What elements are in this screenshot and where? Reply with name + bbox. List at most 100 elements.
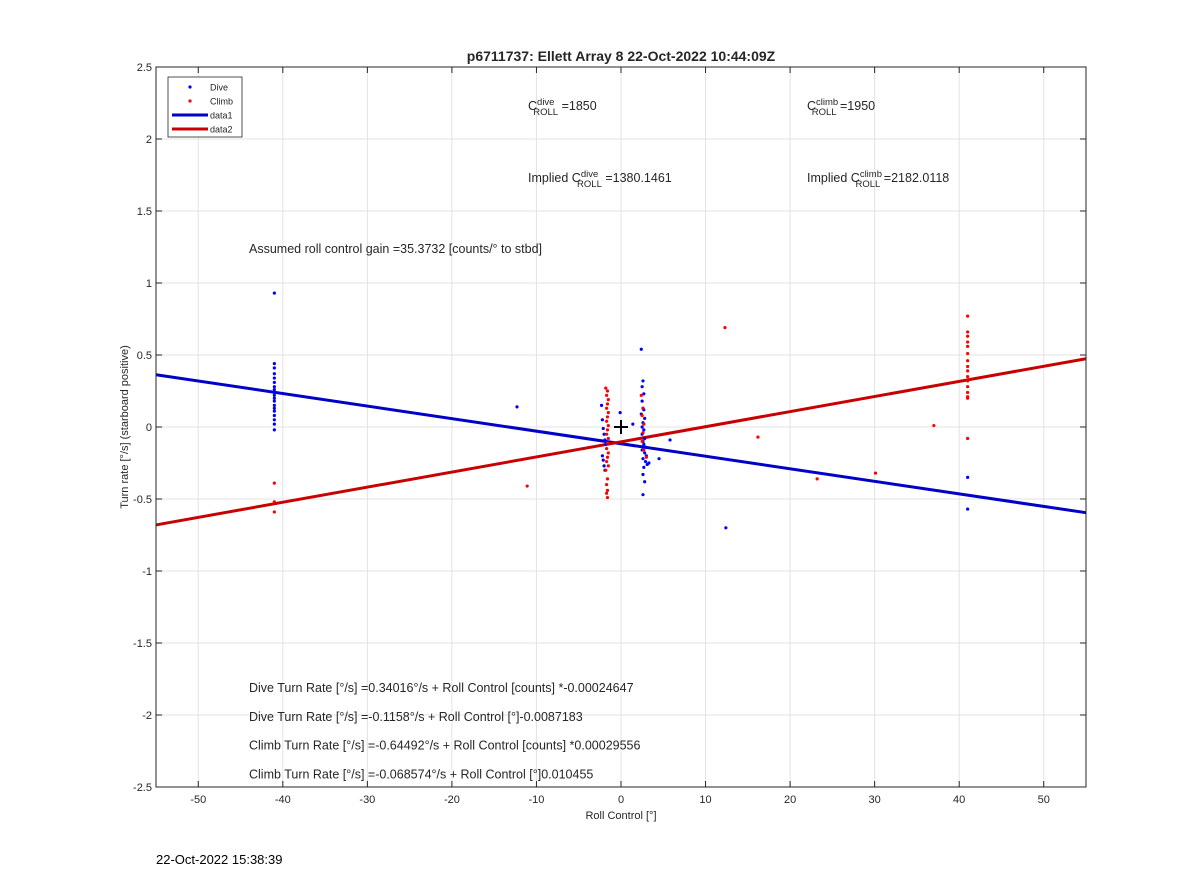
climb-point	[966, 330, 970, 334]
dive-point	[272, 403, 276, 407]
dive-point	[272, 399, 276, 403]
dive-point	[272, 376, 276, 380]
climb-point	[606, 436, 610, 441]
climb-point	[606, 423, 610, 428]
dive-point	[966, 475, 970, 479]
fit-line-data1	[155, 373, 1087, 515]
dive-point	[601, 458, 605, 462]
legend-entry-dive: Dive	[188, 83, 228, 93]
dive-point	[642, 465, 646, 469]
dive-point	[602, 432, 606, 436]
x-tick-label: -40	[275, 794, 291, 806]
legend-entry-data2: data2	[172, 125, 233, 135]
climb-point	[966, 436, 970, 441]
climb-point	[525, 484, 529, 488]
climb-point	[966, 314, 970, 318]
dive-point	[272, 385, 276, 389]
climb-point	[605, 419, 609, 423]
dive-point	[602, 464, 606, 468]
dive-point	[966, 507, 970, 511]
dive-point	[643, 459, 648, 464]
dive-point	[643, 445, 648, 449]
dive-point	[272, 390, 276, 395]
climb-point	[640, 439, 644, 443]
axis-ticks	[156, 66, 1086, 788]
legend-entry-climb: Climb	[188, 97, 233, 107]
dive-point	[643, 451, 647, 455]
climb-point	[966, 369, 970, 373]
x-tick-label: -30	[359, 794, 375, 806]
annotation-gain: Assumed roll control gain =35.3732 [coun…	[249, 242, 542, 256]
y-tick-label: 0	[146, 422, 152, 434]
climb-point	[642, 448, 646, 452]
annotation-eq2: Dive Turn Rate [°/s] =-0.1158°/s + Roll …	[249, 710, 583, 724]
dive-point	[641, 493, 645, 497]
legend-box	[167, 76, 243, 138]
climb-point	[605, 459, 609, 464]
x-tick-label: 0	[618, 794, 624, 806]
climb-point	[966, 340, 970, 344]
annotation-eq4: Climb Turn Rate [°/s] =-0.068574°/s + Ro…	[249, 767, 593, 781]
climb-point	[966, 379, 970, 383]
annotation-eq3: Climb Turn Rate [°/s] =-0.64492°/s + Rol…	[249, 739, 641, 753]
climb-point	[605, 483, 609, 487]
climb-point	[605, 455, 610, 459]
y-tick-label: -0.5	[133, 494, 152, 506]
dive-point	[601, 426, 605, 431]
climb-point	[723, 326, 727, 330]
legend-entry-data1: data1	[172, 111, 233, 121]
climb-point	[605, 402, 610, 406]
climb-point	[605, 406, 609, 410]
climb-point	[272, 481, 276, 485]
fit-line-data2	[155, 357, 1087, 527]
dive-point	[272, 362, 276, 366]
dive-point	[618, 411, 622, 415]
dive-point	[640, 425, 644, 429]
x-tick-label: -10	[529, 794, 545, 806]
dive-point	[657, 457, 661, 461]
dive-point	[640, 399, 644, 403]
climb-point	[873, 471, 878, 475]
climb-point	[966, 375, 970, 379]
dive-point	[272, 380, 276, 384]
climb-point	[966, 344, 970, 348]
climb-point	[606, 398, 610, 402]
y-tick-label: 1.5	[137, 206, 152, 218]
y-tick-label: -2	[142, 710, 152, 722]
climb-point	[605, 428, 610, 432]
legend-label: Dive	[210, 83, 228, 93]
y-tick-label: -2.5	[133, 782, 152, 794]
x-tick-label: 10	[699, 794, 711, 806]
dive-point	[272, 413, 276, 418]
dive-point	[600, 418, 605, 422]
climb-point	[932, 423, 936, 428]
dive-point	[272, 291, 276, 295]
climb-point	[644, 455, 648, 459]
annotations: Cdive ROLL =1850 Cclimb ROLL =1950 Implied C…	[249, 97, 949, 781]
climb-point	[606, 464, 610, 468]
x-tick-label: -50	[190, 794, 206, 806]
climb-point	[605, 495, 610, 500]
climb-point	[272, 510, 276, 514]
climb-point	[606, 411, 610, 415]
dive-point	[642, 392, 646, 396]
climb-point	[605, 415, 610, 419]
y-tick-label: 2.5	[137, 62, 152, 74]
legend-label: data1	[210, 111, 233, 121]
dive-point	[272, 393, 276, 397]
dive-point	[643, 416, 647, 420]
y-axis-label: Turn rate [°/s] (starboard positive)	[119, 345, 131, 509]
legend: Dive Climb data1 data2	[167, 76, 243, 138]
dive-point	[272, 372, 276, 376]
x-tick-label: -20	[444, 794, 460, 806]
x-tick-label: 40	[953, 794, 965, 806]
data-marks	[155, 291, 1087, 530]
tick-labels: -50 -40 -30 -20 -10 0 10 20 30 40 50-2.5-2-1.5-1-0…	[133, 62, 1050, 806]
climb-point	[641, 406, 645, 410]
dive-point	[272, 406, 276, 410]
climb-point	[966, 351, 970, 356]
y-tick-label: -1	[142, 566, 152, 578]
dive-point	[724, 526, 728, 530]
climb-point	[604, 468, 608, 472]
dive-point	[639, 347, 643, 351]
